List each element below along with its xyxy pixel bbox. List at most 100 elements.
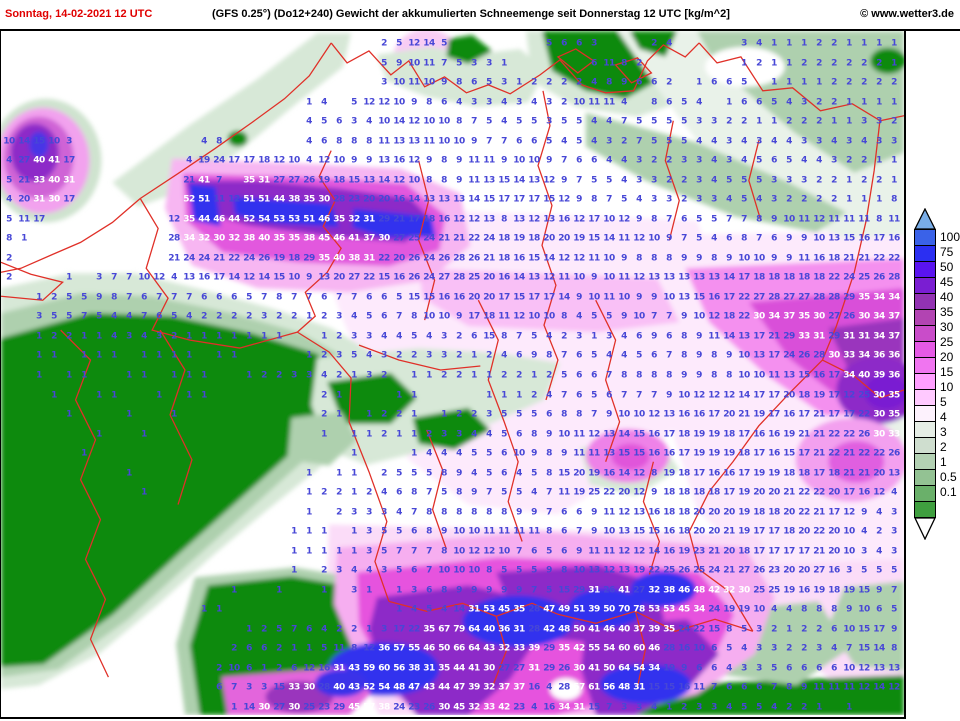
legend-down-arrow-icon <box>914 518 936 540</box>
grid-value: 2 <box>276 311 282 322</box>
grid-value: 9 <box>591 507 597 518</box>
grid-value: 4 <box>786 604 792 615</box>
grid-value: 6 <box>246 663 252 674</box>
grid-value: 16 <box>198 272 210 283</box>
grid-value: 9 <box>861 507 867 518</box>
grid-value: 1 <box>306 468 312 479</box>
grid-value: 38 <box>408 663 420 674</box>
grid-value: 1 <box>66 409 72 420</box>
grid-value: 16 <box>858 233 870 244</box>
grid-value: 15 <box>783 448 795 459</box>
legend-box <box>914 373 936 390</box>
grid-value: 3 <box>441 350 447 361</box>
grid-value: 14 <box>723 331 735 342</box>
grid-value: 26 <box>408 253 420 264</box>
grid-value: 6 <box>561 38 567 49</box>
grid-value: 6 <box>381 311 387 322</box>
grid-value: 60 <box>633 643 645 654</box>
grid-value: 78 <box>633 604 645 615</box>
grid-value: 16 <box>528 682 540 693</box>
grid-value: 1 <box>366 429 372 440</box>
grid-value: 46 <box>318 214 330 225</box>
grid-value: 53 <box>273 214 285 225</box>
grid-value: 29 <box>378 214 390 225</box>
credit-link[interactable]: © www.wetter3.de <box>860 8 954 20</box>
grid-value: 20 <box>798 565 810 576</box>
grid-value: 3 <box>606 331 612 342</box>
grid-value: 5 <box>681 116 687 127</box>
grid-value: 19 <box>783 585 795 596</box>
grid-value: 3 <box>306 370 312 381</box>
grid-value: 13 <box>648 272 660 283</box>
grid-value: 9 <box>651 487 657 498</box>
grid-value: 2 <box>876 526 882 537</box>
grid-value: 6 <box>741 682 747 693</box>
grid-value: 23 <box>348 194 360 205</box>
grid-value: 11 <box>483 526 495 537</box>
grid-value: 10 <box>603 272 615 283</box>
grid-value: 3 <box>696 194 702 205</box>
grid-value: 19 <box>573 487 585 498</box>
grid-value: 3 <box>621 702 627 713</box>
grid-value: 8 <box>546 350 552 361</box>
grid-value: 5 <box>756 175 762 186</box>
grid-value: 1 <box>36 370 42 381</box>
grid-value: 19 <box>813 585 825 596</box>
grid-value: 5 <box>441 38 447 49</box>
grid-value: 1 <box>486 390 492 401</box>
grid-value: 17 <box>753 390 765 401</box>
grid-value: 16 <box>723 468 735 479</box>
grid-value: 60 <box>378 663 390 674</box>
grid-value: 1 <box>36 292 42 303</box>
grid-value: 4 <box>366 350 372 361</box>
grid-value: 5 <box>486 77 492 88</box>
grid-value: 46 <box>423 643 435 654</box>
grid-value: 1 <box>861 97 867 108</box>
grid-value: 2 <box>411 350 417 361</box>
grid-value: 4 <box>456 448 462 459</box>
grid-value: 12 <box>843 390 855 401</box>
grid-value: 57 <box>573 682 585 693</box>
grid-value: 1 <box>66 272 72 283</box>
grid-value: 2 <box>831 58 837 69</box>
legend-box <box>914 437 936 454</box>
grid-value: 10 <box>603 526 615 537</box>
grid-value: 9 <box>546 565 552 576</box>
grid-value: 15 <box>543 194 555 205</box>
grid-value: 9 <box>591 526 597 537</box>
grid-value: 5 <box>396 292 402 303</box>
grid-value: 57 <box>393 643 405 654</box>
grid-value: 5 <box>591 175 597 186</box>
grid-value: 21 <box>453 233 465 244</box>
grid-value: 19 <box>723 604 735 615</box>
grid-value: 13 <box>708 272 720 283</box>
grid-value: 1 <box>351 448 357 459</box>
grid-value: 2 <box>741 116 747 127</box>
grid-value: 5 <box>546 136 552 147</box>
grid-value: 2 <box>261 624 267 635</box>
grid-value: 50 <box>573 624 585 635</box>
grid-value: 16 <box>543 702 555 713</box>
grid-value: 5 <box>381 526 387 537</box>
grid-value: 8 <box>816 604 822 615</box>
grid-value: 8 <box>216 136 222 147</box>
grid-value: 9 <box>801 233 807 244</box>
grid-value: 12 <box>528 214 540 225</box>
grid-value: 8 <box>606 77 612 88</box>
grid-value: 48 <box>618 682 630 693</box>
grid-value: 4 <box>6 155 12 166</box>
grid-value: 1 <box>141 429 147 440</box>
grid-value: 6 <box>531 546 537 557</box>
grid-value: 31 <box>363 214 375 225</box>
grid-value: 8 <box>441 155 447 166</box>
grid-value: 17 <box>243 155 255 166</box>
grid-value: 31 <box>363 253 375 264</box>
grid-value: 2 <box>381 468 387 479</box>
grid-value: 12 <box>153 272 165 283</box>
grid-value: 11 <box>618 272 630 283</box>
grid-value: 8 <box>681 331 687 342</box>
grid-value: 17 <box>588 214 600 225</box>
grid-value: 11 <box>213 194 225 205</box>
grid-value: 5 <box>651 116 657 127</box>
grid-value: 9 <box>576 546 582 557</box>
